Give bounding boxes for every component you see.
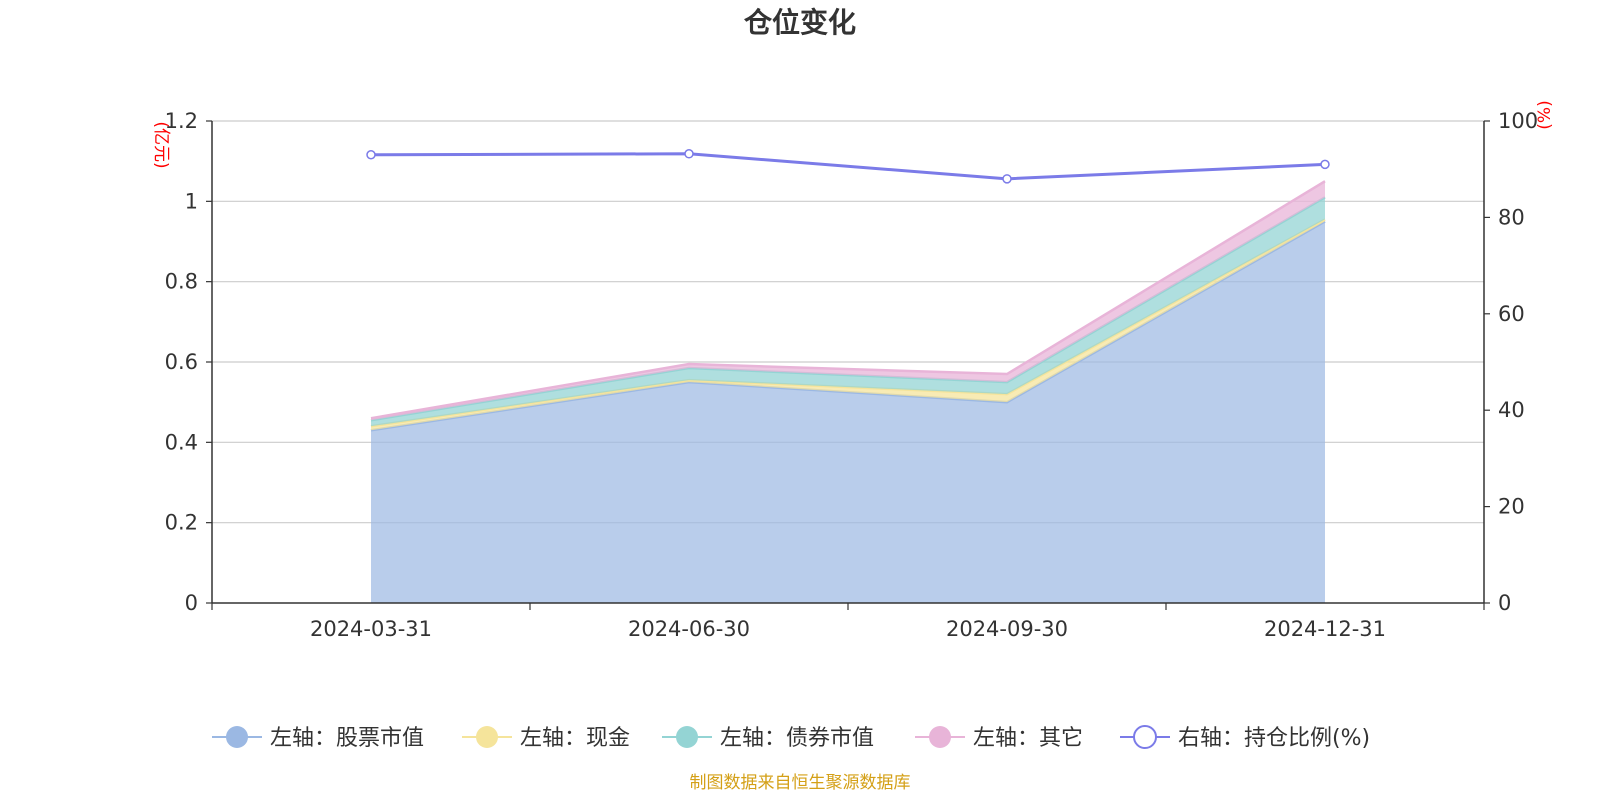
ratio-point bbox=[684, 149, 694, 159]
right-axis-unit: (%) bbox=[1535, 100, 1555, 129]
legend-swatch-marker bbox=[476, 726, 498, 748]
legend-swatch-marker bbox=[1133, 725, 1157, 749]
x-tick-label: 2024-12-31 bbox=[1264, 617, 1386, 641]
right-tick-label: 80 bbox=[1498, 205, 1525, 229]
legend-swatch-marker bbox=[676, 726, 698, 748]
legend-label: 左轴：股票市值 bbox=[270, 726, 424, 751]
legend-item: 左轴：股票市值 bbox=[212, 726, 424, 751]
legend-item: 右轴：持仓比例(%) bbox=[1120, 725, 1370, 751]
legend-label: 右轴：持仓比例(%) bbox=[1178, 726, 1370, 751]
right-tick-label: 60 bbox=[1498, 302, 1525, 326]
data-source-note: 制图数据来自恒生聚源数据库 bbox=[690, 773, 911, 793]
right-tick-label: 20 bbox=[1498, 495, 1525, 519]
legend-item: 左轴：现金 bbox=[462, 726, 630, 751]
legend: 左轴：股票市值 左轴：现金 左轴：债券市值 左轴：其它 右轴：持仓比例(%) bbox=[212, 725, 1370, 751]
stacked-areas bbox=[370, 180, 1326, 603]
ratio-line bbox=[370, 152, 1326, 181]
area-edge-3 bbox=[370, 180, 1326, 420]
legend-label: 左轴：现金 bbox=[520, 726, 630, 751]
area-3 bbox=[371, 181, 1325, 421]
ratio-point bbox=[1320, 159, 1330, 170]
x-tick-label: 2024-06-30 bbox=[628, 617, 750, 641]
ratio-line-layer bbox=[366, 149, 1330, 184]
left-tick-label: 0.2 bbox=[165, 511, 198, 535]
area-2 bbox=[371, 197, 1325, 427]
left-tick-label: 1 bbox=[185, 189, 198, 213]
legend-item: 左轴：债券市值 bbox=[662, 726, 874, 751]
legend-label: 左轴：其它 bbox=[973, 726, 1083, 751]
left-tick-label: 0 bbox=[185, 591, 198, 615]
left-tick-label: 1.2 bbox=[165, 109, 198, 133]
axes: 0 0.2 0.4 0.6 0.8 1 1.2 0 20 40 60 80 100 2024-03-31 2… bbox=[165, 109, 1539, 641]
legend-swatch-marker bbox=[929, 726, 951, 748]
legend-label: 左轴：债券市值 bbox=[720, 726, 874, 751]
x-tick-label: 2024-03-31 bbox=[310, 617, 432, 641]
right-tick-label: 40 bbox=[1498, 398, 1525, 422]
right-tick-label: 100 bbox=[1498, 109, 1538, 133]
left-tick-label: 0.4 bbox=[165, 430, 198, 454]
right-tick-label: 0 bbox=[1498, 591, 1511, 615]
area-0 bbox=[371, 221, 1325, 603]
x-tick-label: 2024-09-30 bbox=[946, 617, 1068, 641]
left-tick-label: 0.6 bbox=[165, 350, 198, 374]
legend-swatch-marker bbox=[226, 726, 248, 748]
ratio-point bbox=[366, 149, 376, 160]
ratio-point bbox=[1002, 174, 1012, 184]
legend-item: 左轴：其它 bbox=[915, 726, 1083, 751]
left-axis-unit: (亿元) bbox=[151, 121, 171, 168]
left-tick-label: 0.8 bbox=[165, 270, 198, 294]
chart-title: 仓位变化 bbox=[744, 6, 856, 39]
